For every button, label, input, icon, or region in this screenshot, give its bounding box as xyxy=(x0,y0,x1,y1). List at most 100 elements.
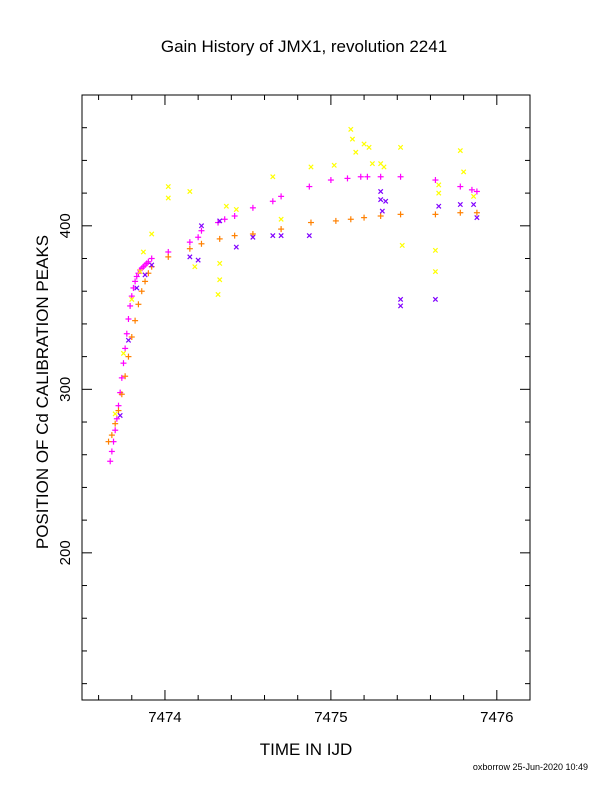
data-point xyxy=(112,411,118,417)
data-point xyxy=(125,316,132,323)
data-point xyxy=(378,197,384,203)
data-point xyxy=(165,195,171,201)
x-tick-label: 7474 xyxy=(148,709,181,726)
data-point xyxy=(278,216,284,222)
data-point xyxy=(118,391,125,398)
marker-d2 xyxy=(470,193,477,200)
data-point xyxy=(331,162,337,168)
data-point xyxy=(108,448,115,455)
marker-d2 xyxy=(461,169,467,175)
data-point xyxy=(470,201,477,208)
marker-d2 xyxy=(192,264,198,270)
data-point xyxy=(127,302,134,309)
data-point xyxy=(306,183,313,190)
data-point xyxy=(140,249,147,255)
marker-d2 xyxy=(112,411,118,417)
marker-d2 xyxy=(436,190,442,196)
marker-d2 xyxy=(149,262,155,268)
series-magenta-plus xyxy=(107,173,480,465)
data-point xyxy=(195,234,202,241)
marker-d2 xyxy=(457,147,463,154)
data-point xyxy=(112,420,119,427)
marker-d2 xyxy=(457,201,463,208)
data-point xyxy=(270,174,276,180)
data-point xyxy=(198,240,205,247)
marker-d2 xyxy=(217,260,223,267)
data-point xyxy=(369,161,375,167)
data-point xyxy=(470,193,477,200)
data-point xyxy=(132,278,139,285)
data-point xyxy=(231,232,238,239)
data-point xyxy=(366,144,372,150)
data-point xyxy=(436,182,442,188)
data-point xyxy=(186,245,193,252)
marker-d2 xyxy=(381,164,387,170)
data-point xyxy=(223,203,229,209)
data-point xyxy=(148,255,155,262)
data-point xyxy=(332,217,339,224)
data-point xyxy=(397,144,404,150)
data-point xyxy=(308,164,314,170)
y-tick-label: 200 xyxy=(57,540,74,565)
marker-d2 xyxy=(215,291,221,298)
data-points xyxy=(105,126,480,465)
marker-d2 xyxy=(308,164,314,170)
marker-d2 xyxy=(187,188,193,195)
data-point xyxy=(461,169,467,175)
x-tick-label: 7475 xyxy=(314,709,347,726)
marker-d2 xyxy=(142,272,148,278)
marker-d2 xyxy=(306,232,312,239)
data-point xyxy=(457,209,464,216)
data-point xyxy=(195,257,201,263)
marker-d2 xyxy=(436,182,442,188)
marker-d2 xyxy=(125,337,132,343)
data-point xyxy=(249,204,256,211)
data-point xyxy=(397,303,404,309)
series-yellow-cross xyxy=(112,126,477,417)
marker-d2 xyxy=(397,303,404,309)
data-point xyxy=(432,247,439,253)
data-point xyxy=(344,175,351,182)
marker-d2 xyxy=(397,144,404,150)
data-point xyxy=(361,214,368,221)
y-tick-label: 300 xyxy=(57,377,74,402)
marker-d2 xyxy=(432,247,439,253)
data-point xyxy=(149,262,155,268)
data-point xyxy=(383,198,389,204)
data-point xyxy=(457,147,463,154)
footer-credit: oxborrow 25-Jun-2020 10:49 xyxy=(473,762,588,772)
data-point xyxy=(377,173,384,180)
marker-d2 xyxy=(195,257,201,263)
plot-border xyxy=(81,94,531,701)
data-point xyxy=(135,301,142,308)
data-point xyxy=(125,337,132,343)
data-point xyxy=(457,201,463,208)
series-purple-cross xyxy=(117,188,480,419)
data-point xyxy=(120,360,127,367)
marker-d2 xyxy=(217,218,223,224)
marker-d2 xyxy=(198,223,205,229)
data-point xyxy=(128,334,135,340)
data-point xyxy=(397,296,404,303)
marker-d2 xyxy=(233,244,239,250)
data-point xyxy=(432,211,439,218)
series-orange-plus xyxy=(105,209,480,445)
data-point xyxy=(165,183,171,190)
data-point xyxy=(192,264,198,270)
marker-d2 xyxy=(349,136,356,142)
data-point xyxy=(327,177,334,184)
x-tick-label: 7476 xyxy=(480,709,513,726)
marker-d2 xyxy=(165,195,171,201)
data-point xyxy=(474,215,480,221)
data-point xyxy=(120,350,127,356)
data-point xyxy=(349,136,356,142)
marker-d2 xyxy=(270,232,276,239)
data-point xyxy=(117,412,123,419)
data-point xyxy=(217,260,223,267)
marker-d2 xyxy=(250,234,256,240)
marker-d2 xyxy=(348,126,354,132)
data-point xyxy=(122,373,129,380)
data-point xyxy=(436,190,442,196)
marker-d2 xyxy=(399,242,405,249)
